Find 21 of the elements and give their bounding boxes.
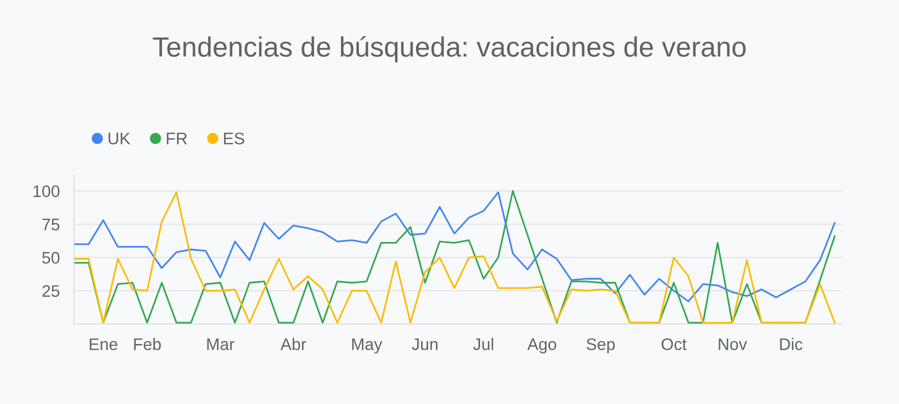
x-tick-label: Sep xyxy=(586,338,615,354)
legend-label: FR xyxy=(166,132,187,144)
chart-title: Tendencias de búsqueda: vacaciones de verano xyxy=(152,36,746,62)
x-tick-label: Dic xyxy=(780,338,802,350)
y-tick-label: 25 xyxy=(42,285,60,297)
y-tick-label: 75 xyxy=(42,218,60,230)
x-tick-label: Abr xyxy=(280,338,306,350)
x-tick-label: Mar xyxy=(207,338,234,350)
x-tick-label: Jul xyxy=(473,338,494,350)
line-series xyxy=(74,191,836,302)
legend-label: UK xyxy=(108,132,130,144)
y-tick-label: 50 xyxy=(42,252,60,264)
x-tick-label: Jun xyxy=(412,338,438,350)
x-tick-label: Feb xyxy=(134,338,161,350)
x-tick-label: Nov xyxy=(718,338,748,350)
legend-label: ES xyxy=(224,132,244,144)
x-tick-label: Oct xyxy=(662,338,687,350)
x-tick-label: Ago xyxy=(527,338,556,354)
y-tick-label: 100 xyxy=(34,185,60,198)
x-tick-label: May xyxy=(352,338,382,354)
x-tick-label: Ene xyxy=(90,338,118,350)
